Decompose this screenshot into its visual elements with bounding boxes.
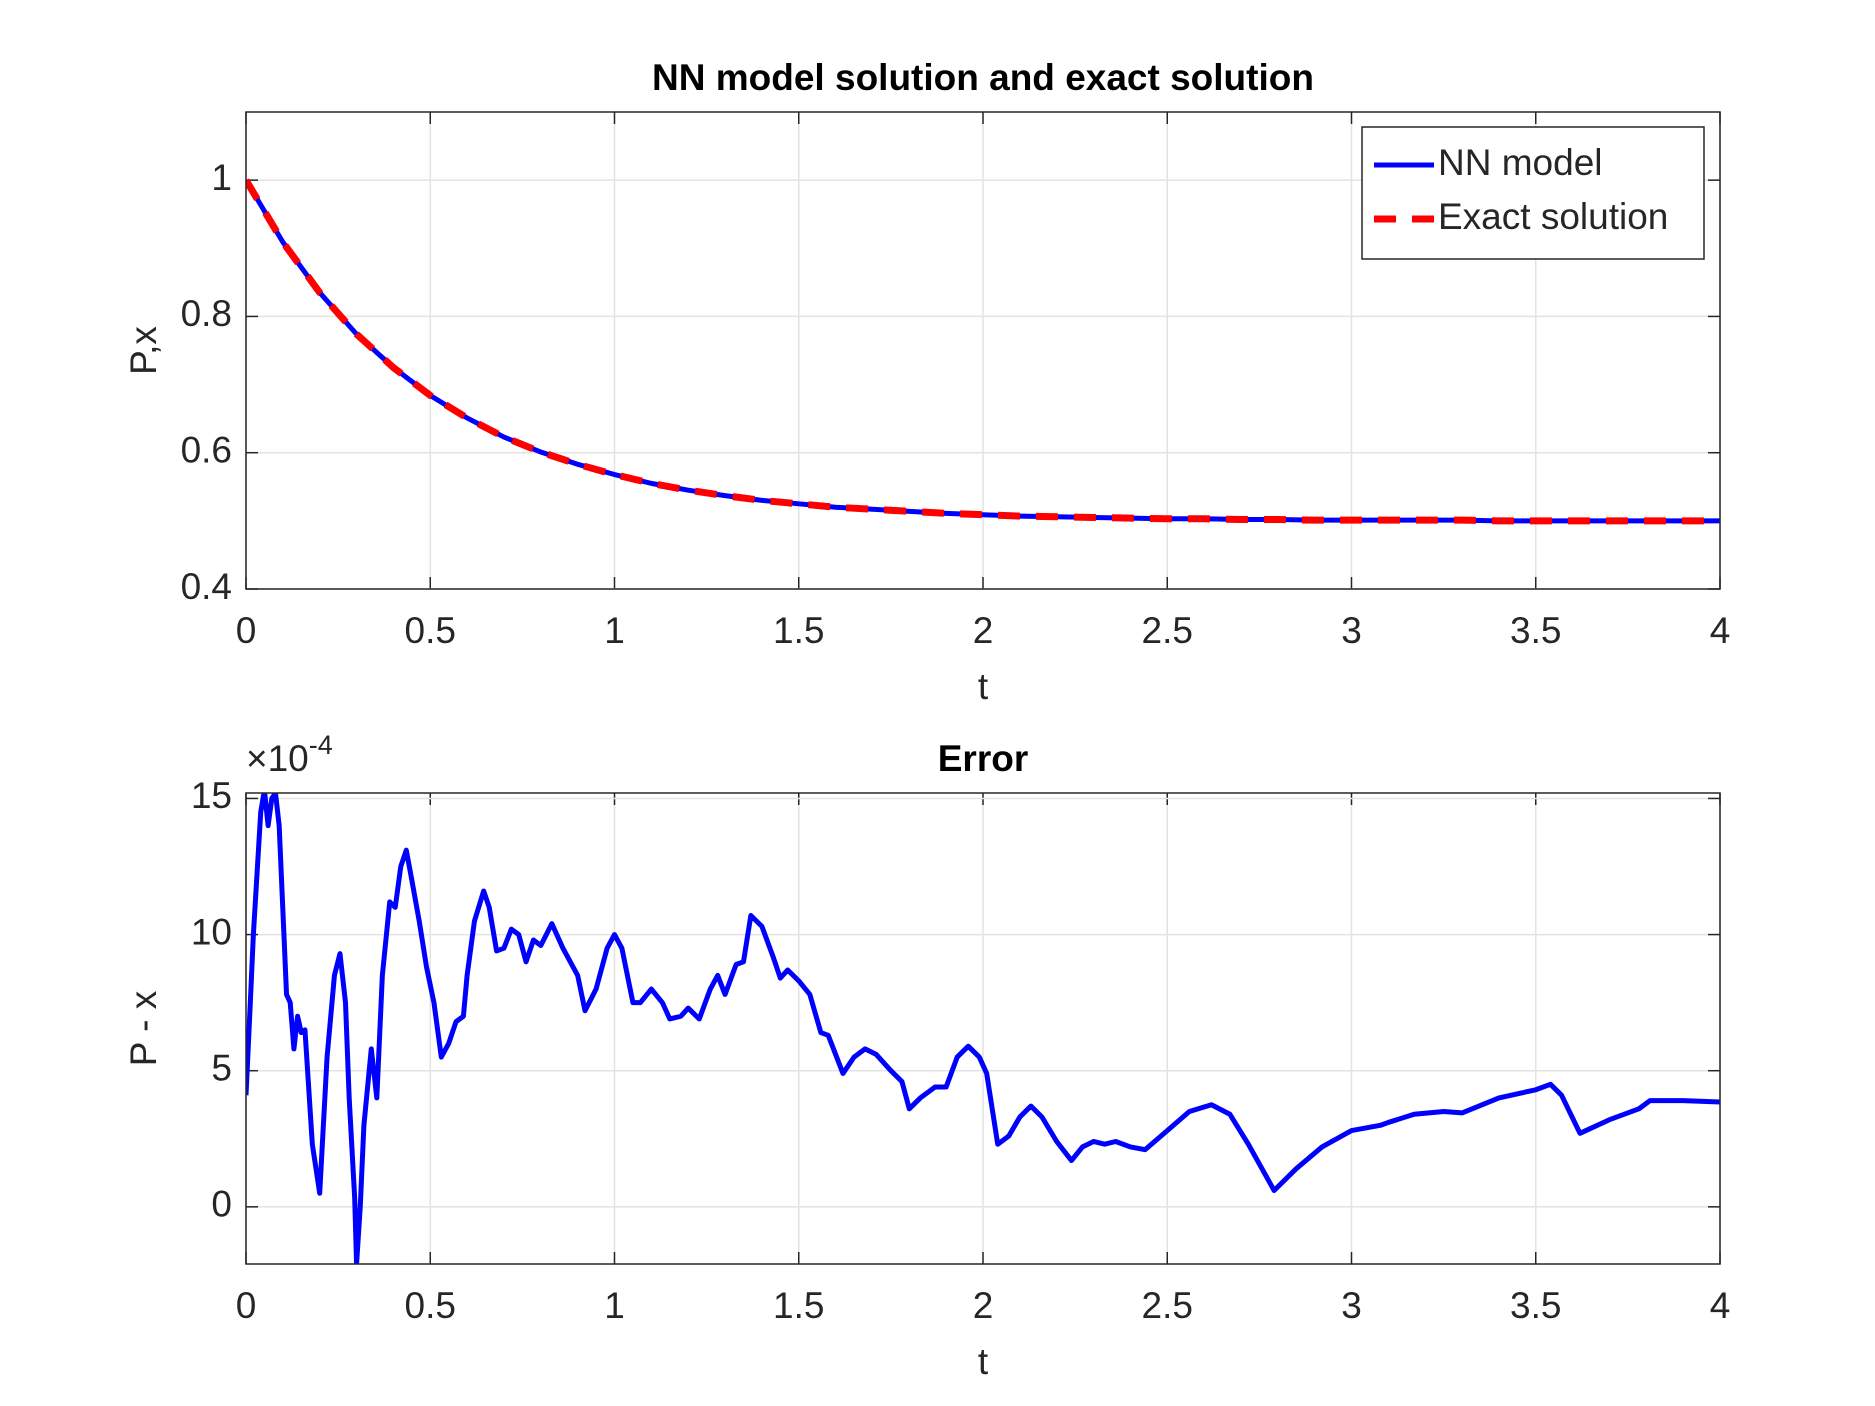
axes-box bbox=[245, 111, 1721, 590]
legend-box bbox=[1361, 126, 1705, 260]
y-axis-label: P - x bbox=[123, 990, 164, 1066]
x-tick-label: 0 bbox=[236, 1285, 257, 1326]
x-tick-label: 3 bbox=[1341, 610, 1362, 651]
y-tick-label: 1 bbox=[211, 157, 232, 198]
x-tick-label: 2 bbox=[973, 610, 994, 651]
y-tick-label: 0 bbox=[211, 1184, 232, 1225]
x-tick-label: 4 bbox=[1710, 610, 1731, 651]
y-tick-label: 0.6 bbox=[181, 429, 232, 470]
legend-label: NN model bbox=[1438, 142, 1603, 183]
axis-multiplier: ×10-4 bbox=[246, 730, 333, 779]
x-tick-label: 0.5 bbox=[405, 1285, 456, 1326]
chart-title: NN model solution and exact solution bbox=[652, 57, 1314, 98]
x-tick-label: 2.5 bbox=[1142, 610, 1193, 651]
x-tick-label: 0 bbox=[236, 610, 257, 651]
x-tick-label: 2 bbox=[973, 1285, 994, 1326]
y-tick-label: 5 bbox=[211, 1047, 232, 1088]
x-axis-label: t bbox=[978, 1341, 989, 1382]
multiplier-exponent: -4 bbox=[309, 730, 333, 760]
x-tick-label: 1.5 bbox=[773, 610, 824, 651]
x-axis-label: t bbox=[978, 666, 989, 707]
y-tick-label: 0.8 bbox=[181, 293, 232, 334]
chart-title: Error bbox=[938, 738, 1028, 779]
multiplier-base: ×10 bbox=[246, 738, 309, 779]
x-tick-label: 3.5 bbox=[1510, 610, 1561, 651]
y-tick-label: 15 bbox=[191, 775, 232, 816]
x-tick-label: 3 bbox=[1341, 1285, 1362, 1326]
data-line bbox=[246, 793, 1720, 1264]
x-tick-label: 1.5 bbox=[773, 1285, 824, 1326]
data-line bbox=[246, 178, 1720, 525]
x-tick-label: 4 bbox=[1710, 1285, 1731, 1326]
y-tick-label: 10 bbox=[191, 911, 232, 952]
x-tick-label: 1 bbox=[604, 610, 625, 651]
legend-label: Exact solution bbox=[1438, 196, 1668, 237]
x-tick-label: 2.5 bbox=[1142, 1285, 1193, 1326]
axes-box bbox=[245, 792, 1721, 1265]
y-tick-label: 0.4 bbox=[181, 566, 232, 607]
x-tick-label: 3.5 bbox=[1510, 1285, 1561, 1326]
y-axis-label: P,x bbox=[123, 326, 164, 375]
x-tick-label: 1 bbox=[604, 1285, 625, 1326]
x-tick-label: 0.5 bbox=[405, 610, 456, 651]
